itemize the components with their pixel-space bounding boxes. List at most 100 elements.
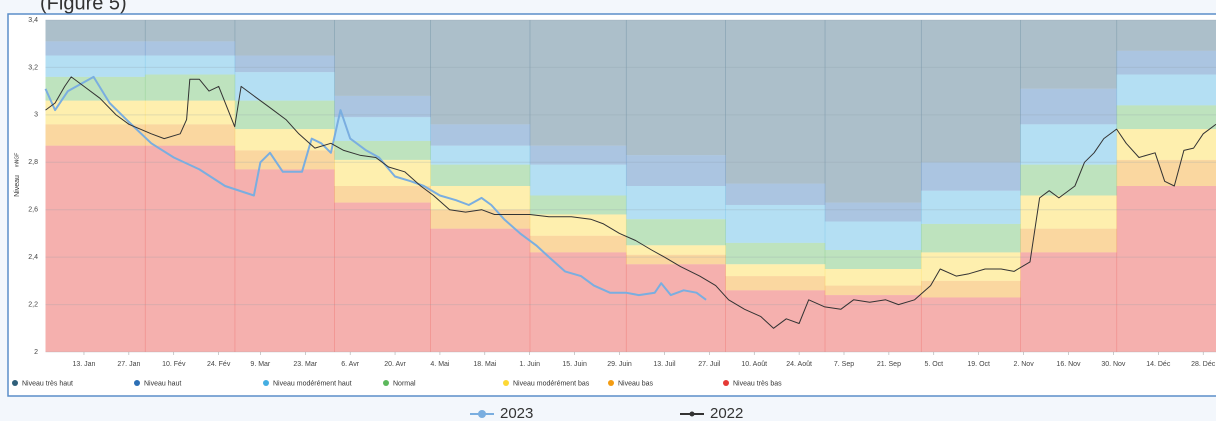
level-band	[144, 41, 236, 56]
y-tick-label: 2	[34, 349, 38, 356]
level-band	[430, 145, 531, 165]
level-band	[725, 20, 826, 184]
level-band	[529, 195, 627, 215]
level-band	[529, 20, 627, 146]
x-tick-label: 27. Jan	[117, 361, 140, 368]
legend-label: 2023	[500, 405, 533, 421]
level-band	[625, 219, 726, 246]
y-tick-label: 3	[34, 112, 38, 119]
legend-label: Niveau très haut	[22, 380, 73, 387]
x-tick-label: 21. Sep	[877, 361, 901, 368]
level-band	[824, 20, 922, 203]
legend-label: Niveau bas	[618, 380, 654, 387]
x-tick-label: 30. Nov	[1101, 361, 1126, 368]
y-tick-label: 2,4	[28, 254, 38, 261]
legend-marker	[723, 380, 729, 386]
level-band	[1020, 88, 1118, 125]
x-tick-label: 7. Sep	[834, 361, 854, 368]
legend-marker	[12, 380, 18, 386]
level-band	[45, 145, 146, 352]
series-line	[44, 75, 707, 301]
x-tick-label: 18. Mai	[473, 361, 496, 368]
x-tick-label: 27. Juil	[698, 361, 721, 368]
x-tick-label: 15. Juin	[562, 361, 587, 368]
level-band	[920, 280, 1021, 298]
level-band	[920, 297, 1021, 352]
level-band	[45, 124, 146, 146]
x-tick-label: 1. Juin	[519, 361, 540, 368]
page-caption: (Figure 5)	[40, 0, 127, 14]
y-tick-label: 2,8	[28, 159, 38, 166]
legend-label: Niveau haut	[144, 380, 181, 387]
level-band	[625, 264, 726, 352]
legend-marker	[608, 380, 614, 386]
level-band	[45, 20, 146, 42]
x-tick-label: 10. Août	[741, 361, 767, 368]
x-tick-label: 28. Déc	[1191, 361, 1216, 368]
legend-marker	[689, 411, 695, 417]
level-band	[625, 186, 726, 220]
level-band	[1020, 195, 1118, 229]
y-axis-label: Niveau	[14, 175, 21, 197]
x-tick-label: 5. Oct	[924, 361, 943, 368]
legend-marker	[383, 380, 389, 386]
x-tick-label: 13. Juil	[653, 361, 676, 368]
level-band	[430, 209, 531, 229]
x-tick-label: 13. Jan	[72, 361, 95, 368]
y-tick-label: 2,6	[28, 207, 38, 214]
level-band	[234, 169, 335, 352]
level-band	[529, 252, 627, 352]
level-band	[725, 264, 826, 277]
x-tick-label: 2. Nov	[1013, 361, 1034, 368]
level-band	[45, 76, 146, 101]
level-band	[234, 129, 335, 151]
y-tick-label: 2,2	[28, 301, 38, 308]
level-band	[234, 20, 335, 56]
level-band	[1116, 74, 1216, 106]
level-band	[334, 202, 431, 352]
level-band	[625, 254, 726, 265]
level-band	[1116, 186, 1216, 352]
level-band	[824, 269, 922, 286]
x-tick-label: 20. Avr	[384, 361, 406, 368]
level-band	[725, 276, 826, 291]
level-band	[334, 186, 431, 203]
legend-marker	[263, 380, 269, 386]
level-band	[529, 235, 627, 253]
legend-marker	[478, 410, 486, 418]
x-tick-label: 29. Juin	[607, 361, 632, 368]
level-band	[45, 55, 146, 77]
level-band	[144, 20, 236, 42]
level-band	[144, 124, 236, 146]
level-band	[1020, 228, 1118, 253]
legend-label: Niveau très bas	[733, 380, 782, 387]
level-band	[824, 285, 922, 296]
legend-label: 2022	[710, 405, 743, 421]
level-band	[430, 164, 531, 186]
y-axis-unit: mNGF	[14, 153, 20, 168]
level-band	[334, 140, 431, 160]
level-band	[1020, 124, 1118, 165]
level-band	[430, 124, 531, 146]
level-band	[1020, 20, 1118, 89]
level-band	[430, 228, 531, 352]
level-band	[824, 202, 922, 222]
chart-frame	[7, 13, 1216, 397]
x-tick-label: 24. Août	[786, 361, 812, 368]
x-tick-label: 4. Mai	[430, 361, 450, 368]
level-band	[920, 252, 1021, 281]
y-tick-label: 3,2	[28, 64, 38, 71]
level-band	[334, 95, 431, 118]
legend-marker	[503, 380, 509, 386]
level-band	[920, 162, 1021, 191]
level-band	[144, 74, 236, 101]
level-band	[334, 117, 431, 141]
level-band	[45, 100, 146, 125]
level-band	[625, 155, 726, 186]
level-band	[1116, 129, 1216, 160]
level-band	[144, 100, 236, 125]
level-band	[430, 20, 531, 125]
y-tick-label: 3,4	[28, 17, 38, 24]
level-band	[1116, 20, 1216, 51]
level-band	[725, 242, 826, 265]
